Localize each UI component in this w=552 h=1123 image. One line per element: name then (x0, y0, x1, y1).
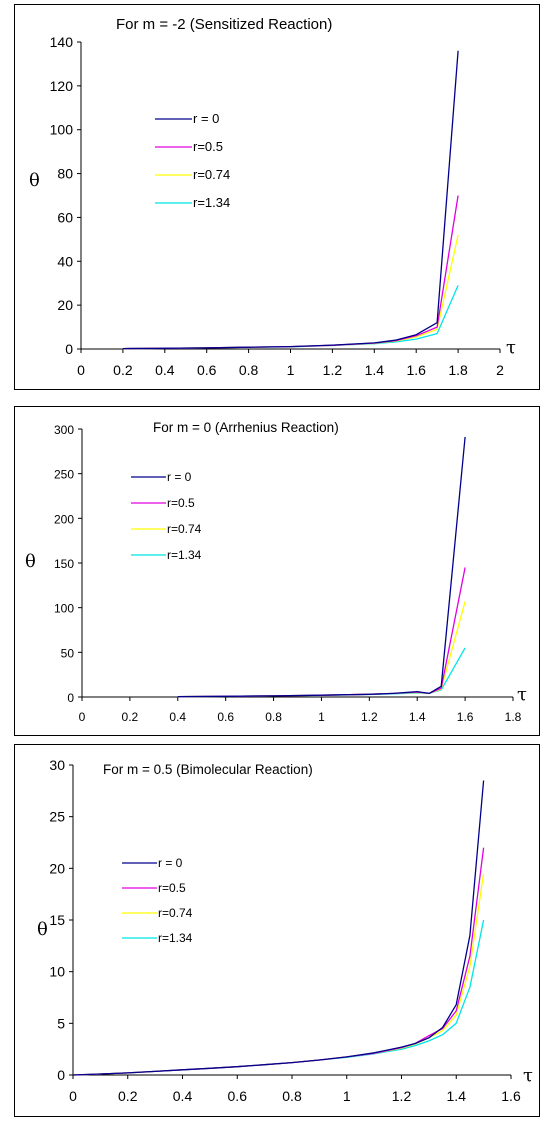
x-tick-label: 0.2 (113, 362, 133, 378)
y-tick-label: 40 (57, 253, 73, 269)
x-tick-label: 1 (343, 1088, 351, 1104)
chart-panel-sensitized: For m = -2 (Sensitized Reaction) 0 20 40 60 8… (14, 4, 540, 390)
y-tick-label: 100 (54, 602, 74, 616)
x-tick-label: 1.4 (365, 362, 385, 378)
legend-label: r = 0 (167, 470, 192, 484)
x-tick-label: 0.4 (169, 710, 186, 724)
x-tick-label: 2 (496, 362, 504, 378)
legend-label: r = 0 (158, 856, 183, 870)
chart-arrhenius: For m = 0 (Arrhenius Reaction) 0 50 100 150 2… (25, 420, 527, 724)
x-tick-label: 1.6 (501, 1088, 521, 1104)
x-axis-label: τ (517, 684, 527, 705)
x-axis-label: τ (523, 1065, 533, 1086)
x-tick-label: 1.6 (406, 362, 426, 378)
y-tick-label: 250 (54, 468, 74, 482)
x-tick-label: 1.2 (323, 362, 343, 378)
x-tick-label: 0.8 (265, 710, 282, 724)
chart-panel-bimolecular: For m = 0.5 (Bimolecular Reaction) 0 5 10 15… (14, 744, 540, 1117)
legend-label: r=0.74 (167, 522, 202, 536)
x-tick-label: 1.4 (447, 1088, 467, 1104)
x-tick-label: 0.2 (122, 710, 139, 724)
y-tick-label: 0 (57, 1067, 65, 1083)
x-tick-label: 1.4 (409, 710, 426, 724)
y-tick-label: 25 (49, 809, 65, 825)
series-line-2 (122, 195, 459, 350)
series-line-1 (177, 436, 466, 698)
x-tick-label: 1.6 (457, 710, 474, 724)
legend-label: r=0.74 (158, 906, 193, 920)
y-tick-label: 300 (54, 423, 74, 437)
y-axis-label: θ (29, 170, 40, 191)
chart-title: For m = -2 (Sensitized Reaction) (116, 16, 332, 33)
x-tick-label: 0.6 (197, 362, 217, 378)
y-tick-label: 20 (49, 860, 65, 876)
x-tick-label: 0 (79, 710, 86, 724)
y-tick-label: 100 (50, 122, 74, 138)
legend-label: r=0.5 (158, 881, 186, 895)
series-line-3 (72, 873, 485, 1076)
x-tick-label: 0.4 (173, 1088, 193, 1104)
series-line-3 (122, 234, 459, 350)
x-tick-label: 1 (318, 710, 325, 724)
y-axis-label: θ (37, 919, 48, 940)
y-tick-label: 0 (67, 691, 74, 705)
x-tick-label: 0.2 (118, 1088, 138, 1104)
legend-label: r=0.5 (167, 496, 195, 510)
legend-label: r = 0 (193, 111, 219, 126)
x-tick-label: 0.8 (282, 1088, 302, 1104)
y-tick-label: 0 (65, 341, 73, 357)
series-line-4 (177, 647, 466, 698)
x-axis-label: τ (506, 337, 516, 358)
series-line-3 (177, 601, 466, 698)
x-tick-label: 0 (69, 1088, 77, 1104)
chart-title: For m = 0.5 (Bimolecular Reaction) (103, 762, 313, 777)
chart-panel-arrhenius: For m = 0 (Arrhenius Reaction) 0 50 100 150 2… (14, 406, 540, 736)
chart-bimolecular: For m = 0.5 (Bimolecular Reaction)051015… (37, 757, 533, 1104)
y-tick-label: 60 (57, 209, 73, 225)
y-tick-label: 120 (50, 78, 74, 94)
y-tick-label: 15 (49, 912, 65, 928)
legend-label: r=1.34 (193, 195, 230, 210)
series-line-4 (72, 919, 485, 1076)
legend-label: r=0.74 (193, 167, 230, 182)
series-line-1 (122, 50, 459, 350)
chart-sensitized: For m = -2 (Sensitized Reaction)02040608… (29, 16, 516, 378)
x-tick-label: 1.8 (448, 362, 468, 378)
series-line-2 (177, 567, 466, 698)
x-tick-label: 0.8 (239, 362, 259, 378)
x-tick-label: 1.2 (392, 1088, 412, 1104)
y-tick-label: 80 (57, 166, 73, 182)
legend-label: r=1.34 (158, 931, 193, 945)
chart-title: For m = 0 (Arrhenius Reaction) (153, 420, 339, 435)
x-tick-label: 0 (77, 362, 85, 378)
y-tick-label: 30 (49, 757, 65, 773)
y-tick-label: 50 (61, 646, 75, 660)
series-line-1 (72, 780, 485, 1076)
x-tick-label: 0.4 (155, 362, 175, 378)
y-tick-label: 5 (57, 1015, 65, 1031)
y-tick-label: 10 (49, 964, 65, 980)
legend-label: r=0.5 (193, 139, 223, 154)
y-tick-label: 200 (54, 512, 74, 526)
legend-label: r=1.34 (167, 548, 202, 562)
x-tick-label: 1.8 (505, 710, 522, 724)
y-tick-label: 140 (50, 34, 74, 50)
x-tick-label: 1 (287, 362, 295, 378)
x-tick-label: 1.2 (361, 710, 378, 724)
x-tick-label: 0.6 (228, 1088, 248, 1104)
y-tick-label: 20 (57, 297, 73, 313)
x-tick-label: 0.6 (217, 710, 234, 724)
y-axis-label: θ (25, 551, 36, 572)
y-tick-label: 150 (54, 557, 74, 571)
